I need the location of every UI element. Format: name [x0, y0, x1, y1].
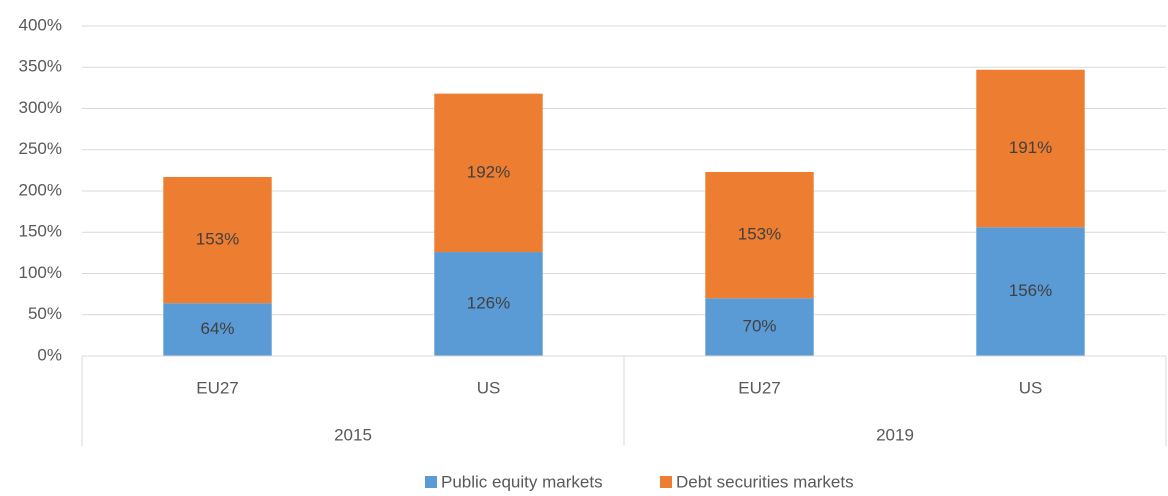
legend-swatch [425, 476, 437, 488]
data-label: 153% [196, 230, 239, 249]
y-tick-label: 50% [28, 304, 62, 323]
data-label: 192% [467, 162, 510, 181]
y-tick-label: 300% [19, 98, 62, 117]
y-tick-label: 250% [19, 139, 62, 158]
bar-segment [976, 227, 1085, 356]
data-label: 191% [1009, 138, 1052, 157]
bar-segment [705, 172, 814, 299]
data-label: 64% [200, 319, 234, 338]
y-tick-label: 200% [19, 180, 62, 199]
group-label: 2015 [334, 425, 372, 444]
x-tick-label: EU27 [196, 378, 239, 397]
legend-label: Debt securities markets [676, 472, 854, 491]
y-tick-label: 350% [19, 57, 62, 76]
bar-segment [705, 298, 814, 356]
data-label: 126% [467, 294, 510, 313]
data-label: 156% [1009, 281, 1052, 300]
y-tick-label: 0% [37, 345, 62, 364]
data-label: 70% [742, 317, 776, 336]
data-label: 153% [738, 225, 781, 244]
bar-segment [976, 69, 1085, 228]
y-tick-label: 150% [19, 222, 62, 241]
bar-segment [163, 303, 272, 356]
x-tick-label: US [1019, 378, 1043, 397]
bar-segment [434, 93, 543, 253]
bar-segment [163, 176, 272, 304]
y-tick-label: 100% [19, 263, 62, 282]
x-tick-label: EU27 [738, 378, 781, 397]
legend-swatch [660, 476, 672, 488]
bar-segment [434, 252, 543, 356]
legend-label: Public equity markets [441, 472, 603, 491]
y-tick-label: 400% [19, 15, 62, 34]
x-tick-label: US [477, 378, 501, 397]
group-label: 2019 [876, 425, 914, 444]
